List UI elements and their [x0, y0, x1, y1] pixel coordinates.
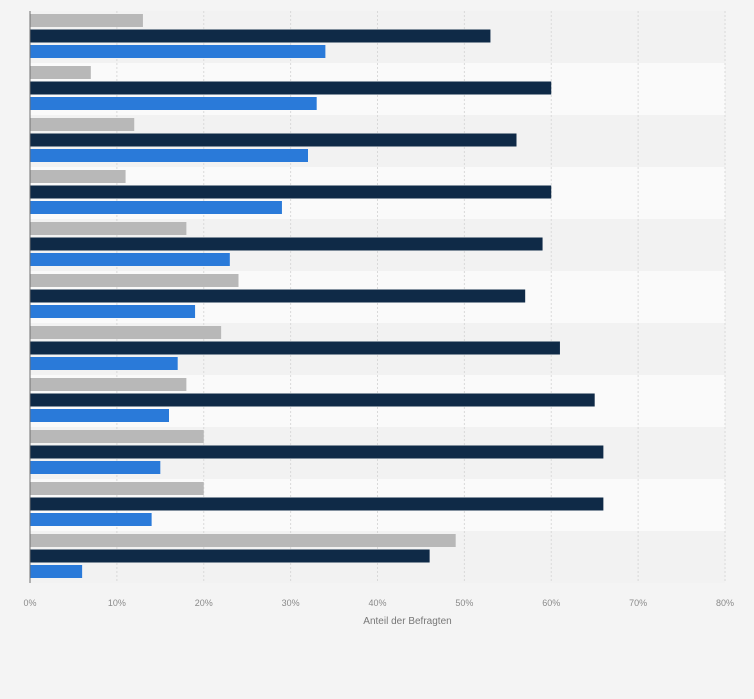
x-axis-ticks: 0% 10% 20% 30% 40% 50% 60% 70% 80%	[23, 598, 734, 608]
x-tick-label: 40%	[368, 598, 386, 608]
x-axis-title: Anteil der Befragten	[363, 616, 451, 627]
bar-series-2-4[interactable]	[30, 185, 552, 199]
x-tick-label: 70%	[629, 598, 647, 608]
x-tick-label: 20%	[195, 598, 213, 608]
bar-series-1-11[interactable]	[30, 534, 456, 547]
bar-series-1-3[interactable]	[30, 118, 135, 131]
x-tick-label: 60%	[542, 598, 560, 608]
bar-series-3-11[interactable]	[30, 565, 83, 578]
bar-series-1-4[interactable]	[30, 170, 126, 183]
bar-series-2-11[interactable]	[30, 549, 430, 563]
bar-series-2-10[interactable]	[30, 497, 604, 511]
bars	[30, 14, 604, 578]
bar-series-3-7[interactable]	[30, 357, 178, 370]
bar-series-3-9[interactable]	[30, 461, 161, 474]
bar-series-2-1[interactable]	[30, 29, 491, 43]
bar-series-3-5[interactable]	[30, 253, 230, 266]
bar-series-3-2[interactable]	[30, 97, 317, 110]
bar-series-1-6[interactable]	[30, 274, 239, 287]
bar-series-1-10[interactable]	[30, 482, 204, 495]
bar-series-2-5[interactable]	[30, 237, 543, 251]
bar-series-3-1[interactable]	[30, 45, 326, 58]
x-tick-label: 30%	[282, 598, 300, 608]
bar-series-2-2[interactable]	[30, 81, 552, 95]
bar-series-1-8[interactable]	[30, 378, 187, 391]
x-tick-label: 0%	[23, 598, 36, 608]
bar-series-3-6[interactable]	[30, 305, 196, 318]
bar-series-1-9[interactable]	[30, 430, 204, 443]
bar-series-2-3[interactable]	[30, 133, 517, 147]
bar-series-2-6[interactable]	[30, 289, 526, 303]
bar-series-3-10[interactable]	[30, 513, 152, 526]
bar-series-1-2[interactable]	[30, 66, 91, 79]
x-tick-label: 10%	[108, 598, 126, 608]
bar-series-3-4[interactable]	[30, 201, 282, 214]
x-tick-label: 80%	[716, 598, 734, 608]
x-tick-label: 50%	[455, 598, 473, 608]
bar-series-1-1[interactable]	[30, 14, 143, 27]
bar-series-2-9[interactable]	[30, 445, 604, 459]
bar-series-2-7[interactable]	[30, 341, 560, 355]
bar-series-3-8[interactable]	[30, 409, 169, 422]
bar-series-1-5[interactable]	[30, 222, 187, 235]
bar-series-3-3[interactable]	[30, 149, 308, 162]
bar-series-2-8[interactable]	[30, 393, 595, 407]
bar-series-1-7[interactable]	[30, 326, 222, 339]
